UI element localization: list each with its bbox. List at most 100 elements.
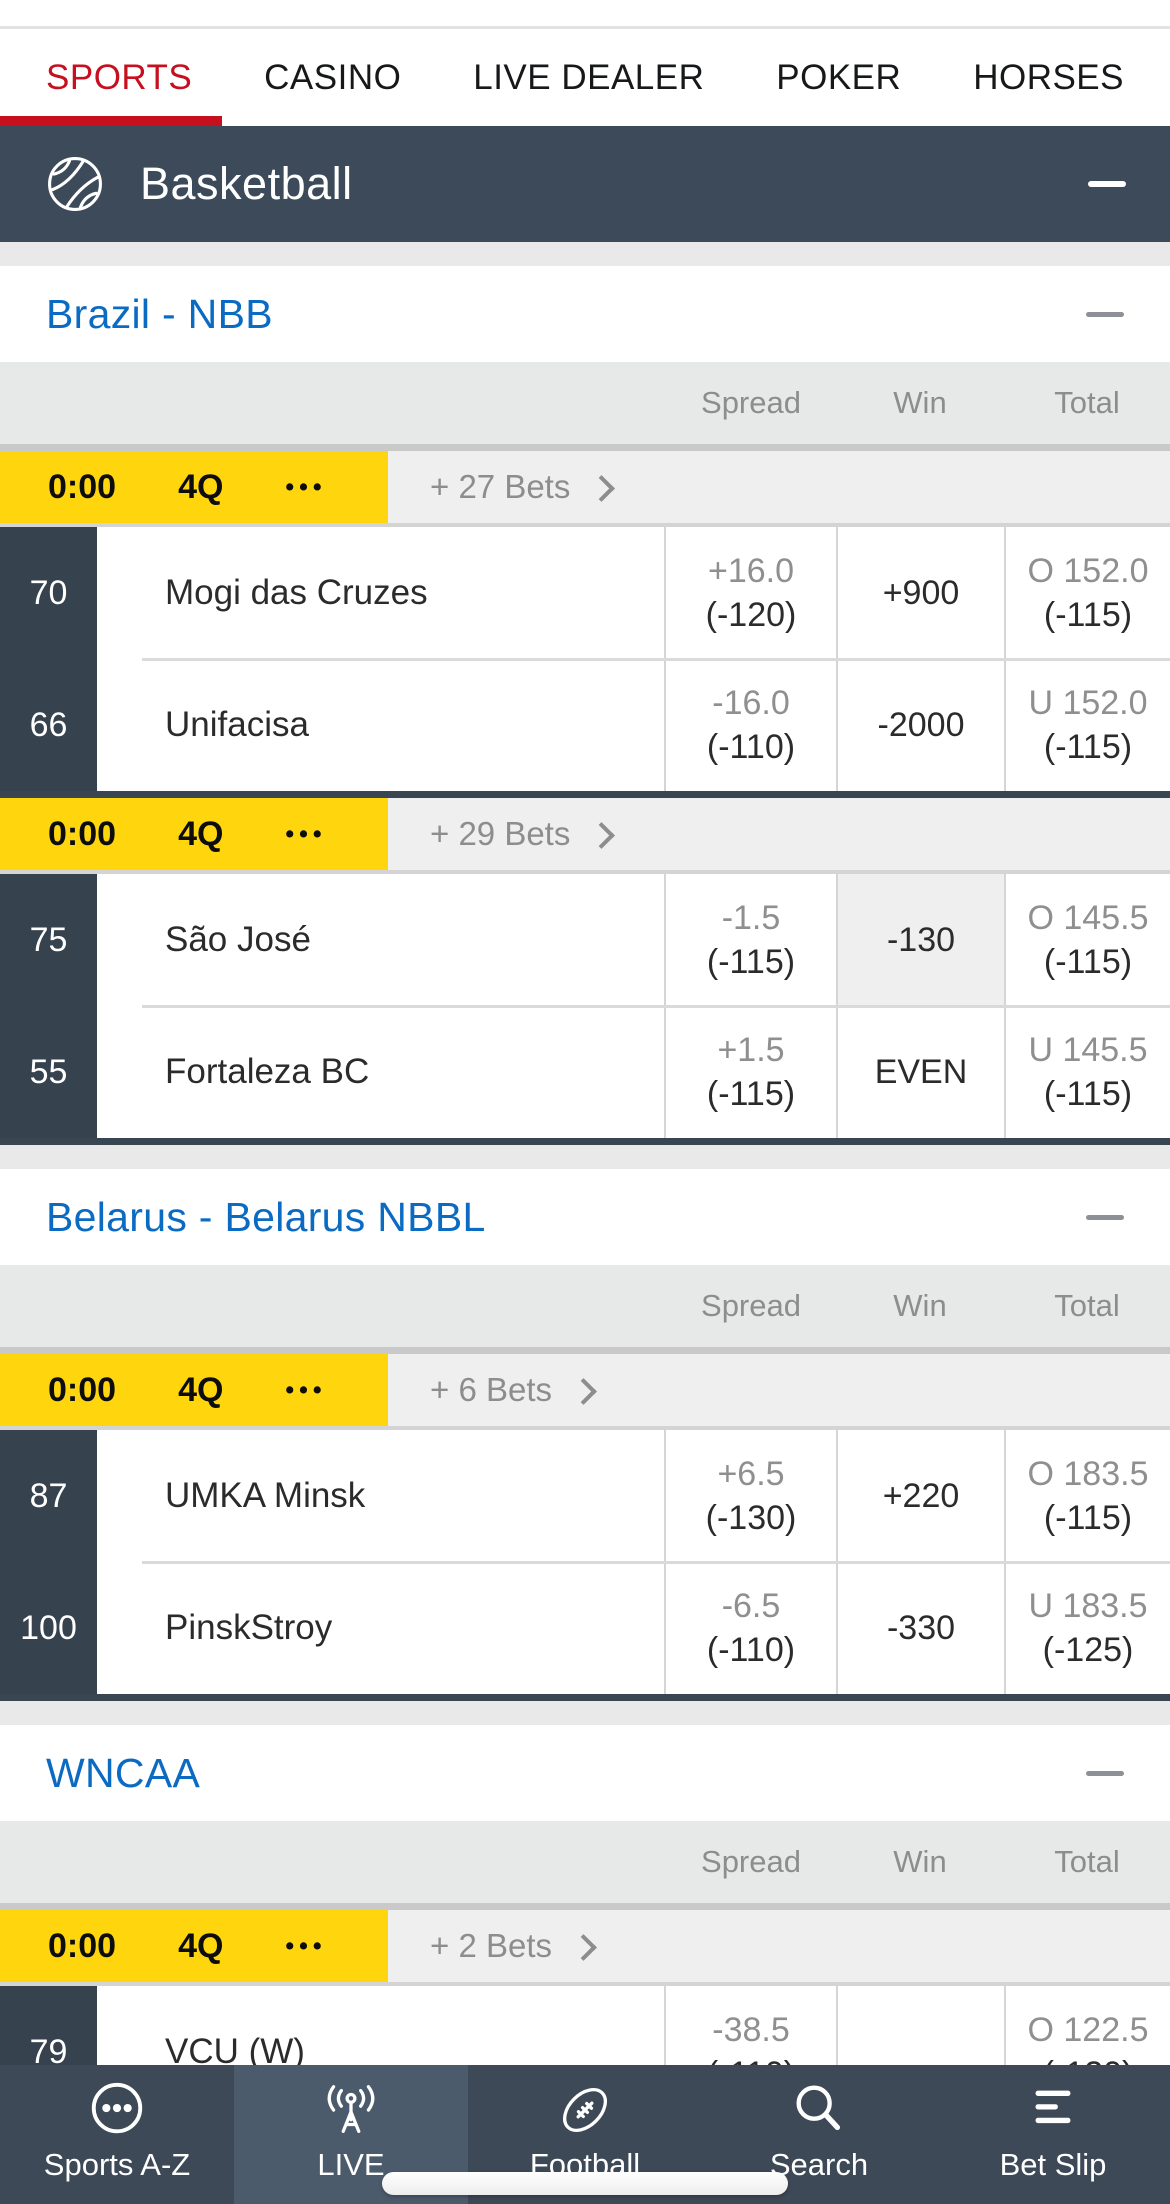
game-clock: 0:00 <box>48 1926 117 1965</box>
moneyline-odds-button[interactable]: EVEN <box>836 1006 1004 1138</box>
game-matchup: 75 São José -1.5 (-115) -130 O 145.5 (-1… <box>0 874 1170 1145</box>
total-odds-button[interactable]: O 152.0 (-115) <box>1004 527 1170 659</box>
divider <box>0 523 1170 527</box>
divider <box>0 1982 1170 1986</box>
spread-odds-button[interactable]: -16.0 (-110) <box>664 659 836 791</box>
team-row: 70 Mogi das Cruzes +16.0 (-120) +900 O 1… <box>0 527 1170 659</box>
league-name[interactable]: WNCAA <box>46 1749 201 1796</box>
spread-odds-button[interactable]: -1.5 (-115) <box>664 874 836 1006</box>
football-icon <box>563 2088 607 2132</box>
game-period: 4Q <box>178 1926 224 1965</box>
more-bets-link[interactable]: + 27 Bets <box>388 451 1170 523</box>
team-name: Unifacisa <box>165 705 309 744</box>
more-bets-link[interactable]: + 2 Bets <box>388 1910 1170 1982</box>
game-clock-badge[interactable]: 0:00 4Q ••• <box>0 798 388 870</box>
more-bets-link[interactable]: + 6 Bets <box>388 1354 1170 1426</box>
nav-label: Sports A-Z <box>43 2147 191 2182</box>
section-gap <box>0 1701 1170 1725</box>
bet-slip-icon <box>1035 2090 1071 2124</box>
game-clock-badge[interactable]: 0:00 4Q ••• <box>0 1354 388 1426</box>
collapse-sport-icon[interactable] <box>1088 181 1126 187</box>
team-row: 66 Unifacisa -16.0 (-110) -2000 U 152.0 … <box>0 659 1170 791</box>
spread-line: -38.5 <box>712 2011 790 2049</box>
more-options-icon[interactable]: ••• <box>285 819 327 848</box>
tab-casino[interactable]: CASINO <box>264 57 402 97</box>
chevron-right-icon <box>570 1933 597 1961</box>
odds-column-headers: Spread Win Total <box>0 1821 1170 1903</box>
team-score: 87 <box>0 1430 97 1562</box>
home-indicator[interactable] <box>382 2172 788 2195</box>
status-bar <box>0 0 1170 29</box>
league-name[interactable]: Belarus - Belarus NBBL <box>46 1193 486 1240</box>
spread-price: (-115) <box>706 1075 796 1113</box>
tab-horses[interactable]: HORSES <box>973 57 1124 97</box>
total-odds-button[interactable]: O 183.5 (-115) <box>1004 1430 1170 1562</box>
divider <box>0 444 1170 451</box>
divider <box>0 870 1170 874</box>
total-odds-button[interactable]: U 152.0 (-115) <box>1004 659 1170 791</box>
more-bets-label: + 6 Bets <box>430 1371 552 1408</box>
game-clock-badge[interactable]: 0:00 4Q ••• <box>0 451 388 523</box>
total-price: (-115) <box>1043 1499 1133 1537</box>
league-name[interactable]: Brazil - NBB <box>46 290 273 337</box>
moneyline-odds-button[interactable]: -130 <box>836 874 1004 1006</box>
more-options-icon[interactable]: ••• <box>285 472 327 501</box>
collapse-league-icon[interactable] <box>1086 311 1124 317</box>
chevron-right-icon <box>588 821 616 849</box>
more-bets-link[interactable]: + 29 Bets <box>388 798 1170 870</box>
spread-line: -1.5 <box>721 899 781 937</box>
moneyline-odds-button[interactable] <box>836 1986 1004 2118</box>
game-status-row: 0:00 4Q ••• + 6 Bets <box>0 1354 1170 1426</box>
spread-price: (-110) <box>706 1631 796 1669</box>
game-period: 4Q <box>178 1370 224 1409</box>
more-options-icon[interactable]: ••• <box>285 1375 327 1404</box>
column-header-win: Win <box>893 1288 947 1323</box>
team-row: 75 São José -1.5 (-115) -130 O 145.5 (-1… <box>0 874 1170 1006</box>
team-score: 70 <box>0 527 97 659</box>
team-row: 100 PinskStroy -6.5 (-110) -330 U 183.5 … <box>0 1562 1170 1694</box>
total-odds-button[interactable]: U 145.5 (-115) <box>1004 1006 1170 1138</box>
spread-odds-button[interactable]: +1.5 (-115) <box>664 1006 836 1138</box>
more-bets-label: + 29 Bets <box>430 815 571 852</box>
odds-column-headers: Spread Win Total <box>0 362 1170 444</box>
total-line: O 183.5 <box>1027 1455 1149 1493</box>
nav-item-bet-slip[interactable]: Bet Slip <box>936 2065 1170 2204</box>
total-line: U 152.0 <box>1028 684 1148 722</box>
collapse-league-icon[interactable] <box>1086 1214 1124 1220</box>
total-odds-button[interactable]: O 145.5 (-115) <box>1004 874 1170 1006</box>
nav-item-search[interactable]: Search <box>702 2065 936 2204</box>
team-name: UMKA Minsk <box>165 1476 366 1515</box>
game-clock-badge[interactable]: 0:00 4Q ••• <box>0 1910 388 1982</box>
team-name: PinskStroy <box>165 1608 333 1647</box>
nav-item-sports-az[interactable]: Sports A-Z <box>0 2065 234 2204</box>
more-options-icon[interactable]: ••• <box>285 1931 327 1960</box>
spread-odds-button[interactable]: -6.5 (-110) <box>664 1562 836 1694</box>
sport-header-basketball[interactable]: Basketball <box>0 126 1170 242</box>
divider <box>0 1903 1170 1910</box>
moneyline-price: -2000 <box>877 706 965 744</box>
spread-price: (-120) <box>705 596 797 634</box>
tab-live-dealer[interactable]: LIVE DEALER <box>473 57 705 97</box>
section-gap <box>0 242 1170 266</box>
moneyline-odds-button[interactable]: +220 <box>836 1430 1004 1562</box>
spread-odds-button[interactable]: +16.0 (-120) <box>664 527 836 659</box>
team-row: 55 Fortaleza BC +1.5 (-115) EVEN U 145.5… <box>0 1006 1170 1138</box>
total-odds-button[interactable]: U 183.5 (-125) <box>1004 1562 1170 1694</box>
team-score: 55 <box>0 1006 97 1138</box>
divider <box>0 1347 1170 1354</box>
moneyline-odds-button[interactable]: -330 <box>836 1562 1004 1694</box>
moneyline-price: EVEN <box>874 1053 968 1091</box>
league-header-wncaa: WNCAA <box>0 1725 1170 1821</box>
moneyline-odds-button[interactable]: +900 <box>836 527 1004 659</box>
spread-odds-button[interactable]: +6.5 (-130) <box>664 1430 836 1562</box>
total-line: U 183.5 <box>1028 1587 1148 1625</box>
game-period: 4Q <box>178 814 224 853</box>
tab-sports[interactable]: SPORTS <box>46 57 193 97</box>
moneyline-price: +220 <box>882 1477 960 1515</box>
tab-poker[interactable]: POKER <box>776 57 902 97</box>
team-score: 66 <box>0 659 97 791</box>
moneyline-odds-button[interactable]: -2000 <box>836 659 1004 791</box>
nav-label: Search <box>769 2147 869 2182</box>
column-header-spread: Spread <box>701 385 801 420</box>
collapse-league-icon[interactable] <box>1086 1770 1124 1776</box>
